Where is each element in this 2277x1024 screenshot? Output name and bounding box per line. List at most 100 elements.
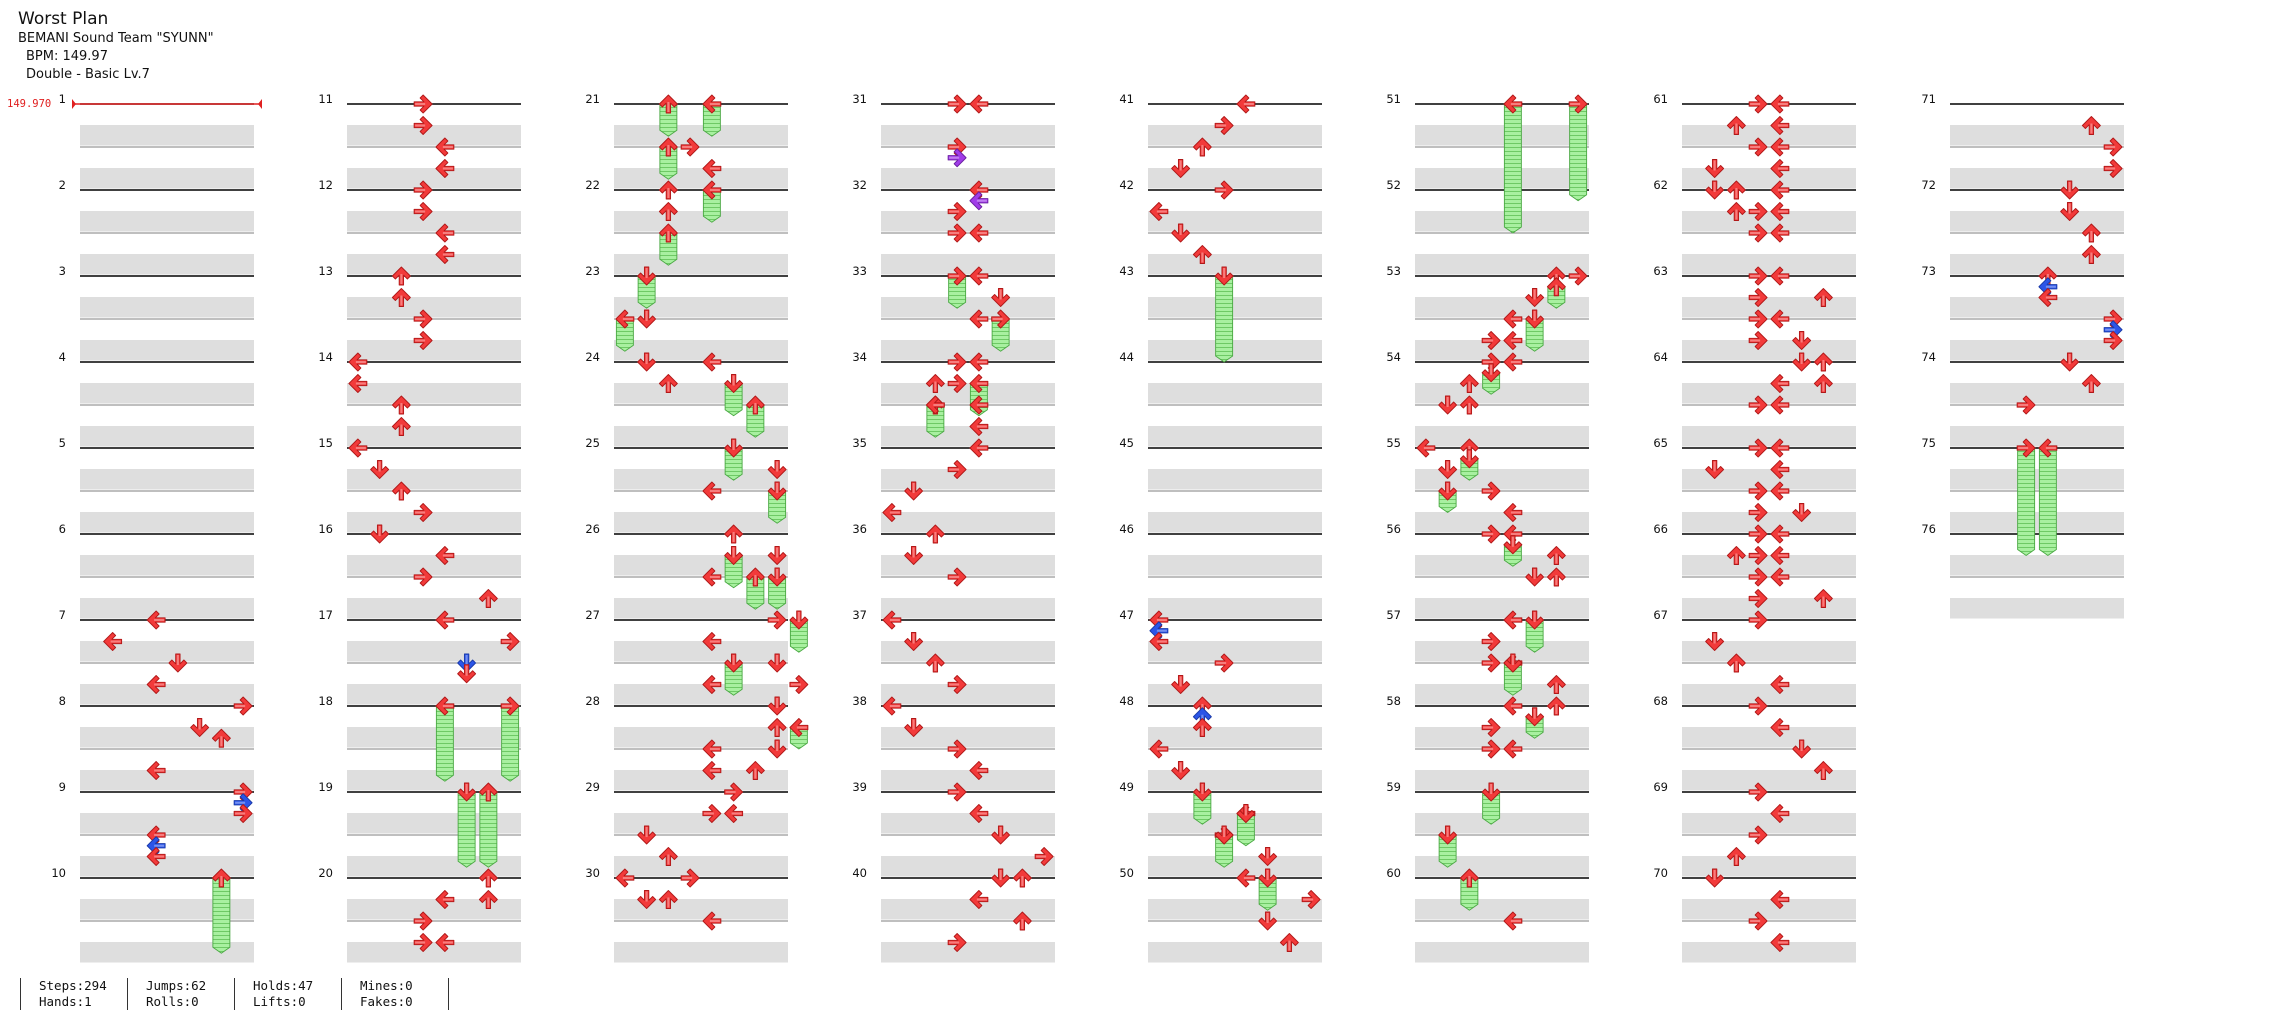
arrow-note [2103, 331, 2123, 350]
arrow-shape [1171, 159, 1191, 178]
arrow-shape [947, 933, 967, 952]
arrow-note [1748, 524, 1768, 544]
arrow-shape [947, 352, 967, 372]
arrow-shape [1192, 718, 1212, 737]
measure-1: 1 [59, 92, 254, 189]
measure-row-shade [881, 125, 1055, 146]
arrow-shape [435, 696, 455, 716]
arrow-note [947, 567, 967, 587]
arrow-shape [1279, 933, 1299, 952]
arrow-highlight [732, 547, 735, 558]
arrow-shape [702, 180, 722, 200]
arrow-highlight [1533, 569, 1536, 579]
arrow-note [1012, 868, 1032, 888]
arrow-shape [1214, 266, 1234, 286]
arrow-highlight [1468, 381, 1471, 392]
arrow-note [500, 696, 520, 716]
arrow-highlight [912, 633, 915, 644]
arrow-highlight [732, 655, 735, 665]
arrow-note [991, 288, 1011, 307]
measure-row-shade [1950, 598, 2124, 619]
measure-row-shade [614, 512, 788, 533]
arrow-highlight [1777, 382, 1788, 385]
arrow-shape [904, 632, 924, 651]
arrow-note [413, 567, 433, 587]
arrow-shape [1770, 202, 1790, 221]
arrow-highlight [220, 736, 223, 747]
measure-row-shade [614, 254, 788, 275]
arrow-note [991, 825, 1011, 845]
arrow-shape [1481, 481, 1501, 501]
arrow-shape [2103, 137, 2123, 157]
arrow-shape [1726, 202, 1746, 221]
arrow-shape [391, 417, 411, 436]
measure-row-shade [881, 641, 1055, 662]
arrow-note [1236, 804, 1256, 823]
arrow-shape [1525, 707, 1545, 727]
arrow-note [1459, 374, 1479, 393]
arrow-note [413, 309, 433, 329]
measure-row-shade [1950, 512, 2124, 533]
arrow-highlight [1777, 404, 1788, 406]
arrow-note [1546, 675, 1566, 694]
arrow-highlight [976, 382, 987, 385]
arrow-note [1503, 696, 1523, 716]
arrow-highlight [154, 855, 165, 858]
arrow-note [1503, 309, 1523, 329]
measure-number: 16 [318, 522, 333, 536]
arrow-shape [457, 653, 477, 673]
measure-number: 62 [1653, 178, 1668, 192]
arrow-note [500, 632, 520, 651]
arrow-highlight [1510, 511, 1521, 514]
arrow-highlight [1201, 725, 1204, 736]
arrow-highlight [235, 801, 246, 804]
arrow-note [478, 890, 498, 909]
measure-number: 43 [1119, 264, 1134, 278]
arrow-note [1546, 277, 1566, 297]
arrow-note [1171, 223, 1191, 243]
arrow-shape [658, 374, 678, 393]
arrow-shape [702, 567, 722, 587]
arrow-note [1192, 245, 1212, 264]
arrow-highlight [154, 683, 165, 686]
arrow-note [658, 847, 678, 866]
arrow-shape [1705, 632, 1725, 651]
arrow-shape [991, 309, 1011, 329]
stat-line: Holds:47 [253, 978, 314, 993]
measure-row-shade [80, 942, 254, 963]
measure-number: 29 [585, 780, 600, 794]
arrow-shape [767, 546, 787, 565]
arrow-shape [1525, 288, 1545, 307]
arrow-note [2060, 352, 2080, 372]
arrow-note [1813, 761, 1833, 780]
arrow-shape [1748, 481, 1768, 501]
arrow-highlight [1750, 103, 1761, 105]
arrow-note [1214, 180, 1234, 200]
arrow-highlight [220, 876, 223, 886]
measure-number: 74 [1921, 350, 1936, 364]
arrow-shape [1481, 782, 1501, 802]
measure-52: 52 [1386, 178, 1589, 275]
measure-number: 69 [1653, 780, 1668, 794]
arrow-note [1503, 739, 1523, 759]
arrow-note [348, 352, 368, 372]
arrow-note [1459, 395, 1479, 415]
measure-row-shade [881, 899, 1055, 920]
notes-layer [103, 94, 2123, 952]
arrow-highlight [487, 596, 490, 607]
bpm-marker-right [258, 99, 262, 109]
arrow-note [1726, 847, 1746, 866]
measure-48: 48 [1119, 694, 1322, 791]
bpm-label: BPM: 149.97 [26, 49, 108, 64]
arrow-highlight [415, 511, 426, 514]
arrow-highlight [1777, 554, 1788, 557]
arrow-note [904, 718, 924, 737]
arrow-note [1258, 847, 1278, 866]
arrow-highlight [2045, 447, 2056, 449]
arrow-highlight [1156, 210, 1167, 213]
arrow-note [767, 696, 787, 716]
arrow-shape [1770, 481, 1790, 501]
arrow-highlight [1244, 805, 1247, 816]
arrow-shape [969, 395, 989, 415]
arrow-highlight [1223, 827, 1226, 837]
